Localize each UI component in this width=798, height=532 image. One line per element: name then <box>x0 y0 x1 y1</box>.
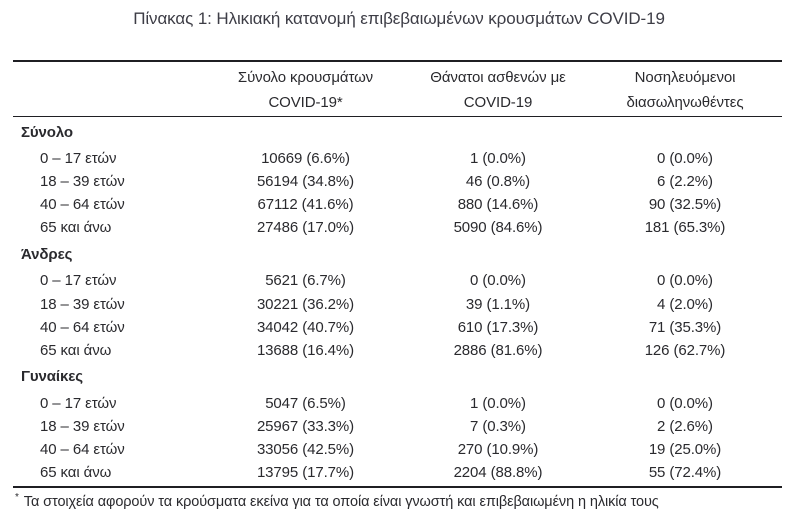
header-total-cases-line2: COVID-19* <box>268 94 343 111</box>
cases-cell: 10669 (6.6%) <box>261 150 350 168</box>
header-intubated-line2: διασωληνωθέντες <box>626 94 744 111</box>
header-deaths-line2: COVID-19 <box>463 94 533 111</box>
table-row: 0 – 17 ετών 5047 (6.5%) 1 (0.0%) 0 (0.0%… <box>13 392 782 415</box>
intubated-cell: 4 (2.0%) <box>657 295 713 313</box>
table-row: 18 – 39 ετών 56194 (34.8%) 46 (0.8%) 6 (… <box>13 170 782 193</box>
table-row: 40 – 64 ετών 33056 (42.5%) 270 (10.9%) 1… <box>13 438 782 461</box>
deaths-cell: 5090 (84.6%) <box>453 219 543 237</box>
deaths-cell: 2886 (81.6%) <box>453 341 543 359</box>
age-label: 18 – 39 ετών <box>40 295 125 313</box>
age-label: 40 – 64 ετών <box>40 440 125 458</box>
cases-cell: 33056 (42.5%) <box>256 440 355 458</box>
cases-cell: 25967 (33.3%) <box>256 417 355 435</box>
cases-cell: 67112 (41.6%) <box>257 196 354 214</box>
header-deaths-line1: Θάνατοι ασθενών με <box>430 69 566 86</box>
table-footnote: * Τα στοιχεία αφορούν τα κρούσματα εκείνα… <box>15 492 790 510</box>
section-header-men: Άνδρες <box>13 239 782 269</box>
deaths-cell: 880 (14.6%) <box>457 196 539 214</box>
section-label: Γυναίκες <box>21 368 83 386</box>
age-label: 65 και άνω <box>40 219 112 237</box>
section-label: Σύνολο <box>21 123 73 141</box>
intubated-cell: 90 (32.5%) <box>648 196 722 214</box>
age-label: 40 – 64 ετών <box>40 196 125 214</box>
table-row: 65 και άνω 13795 (17.7%) 2204 (88.8%) 55… <box>13 461 782 484</box>
cases-cell: 30221 (36.2%) <box>256 295 355 313</box>
intubated-cell: 71 (35.3%) <box>648 318 722 336</box>
header-total-cases: Σύνολο κρουσμάτων COVID-19* <box>203 65 408 116</box>
deaths-cell: 46 (0.8%) <box>465 173 531 191</box>
table-row: 65 και άνω 13688 (16.4%) 2886 (81.6%) 12… <box>13 339 782 362</box>
page-title: Πίνακας 1: Ηλικιακή κατανομή επιβεβαιωμέ… <box>133 9 665 28</box>
age-label: 40 – 64 ετών <box>40 318 125 336</box>
intubated-cell: 181 (65.3%) <box>644 219 726 237</box>
age-label: 0 – 17 ετών <box>40 394 117 412</box>
table-row: 18 – 39 ετών 30221 (36.2%) 39 (1.1%) 4 (… <box>13 292 782 315</box>
footnote-asterisk: * <box>15 492 19 503</box>
intubated-cell: 55 (72.4%) <box>648 464 722 482</box>
table-row: 0 – 17 ετών 10669 (6.6%) 1 (0.0%) 0 (0.0… <box>13 147 782 170</box>
intubated-cell: 2 (2.6%) <box>657 417 713 435</box>
deaths-cell: 7 (0.3%) <box>470 417 526 435</box>
cases-cell: 34042 (40.7%) <box>256 318 355 336</box>
table-row: 0 – 17 ετών 5621 (6.7%) 0 (0.0%) 0 (0.0%… <box>13 269 782 292</box>
cases-cell: 56194 (34.8%) <box>256 173 355 191</box>
age-label: 18 – 39 ετών <box>40 173 125 191</box>
table-header-row: Σύνολο κρουσμάτων COVID-19* Θάνατοι ασθε… <box>13 62 782 117</box>
header-intubated-line1: Νοσηλευόμενοι <box>634 69 736 86</box>
age-label: 65 και άνω <box>40 341 112 359</box>
deaths-cell: 39 (1.1%) <box>465 295 531 313</box>
cases-cell: 5621 (6.7%) <box>265 272 346 290</box>
header-deaths: Θάνατοι ασθενών με COVID-19 <box>408 65 588 116</box>
covid-age-distribution-table: Σύνολο κρουσμάτων COVID-19* Θάνατοι ασθε… <box>13 60 782 488</box>
section-header-total: Σύνολο <box>13 117 782 147</box>
intubated-cell: 0 (0.0%) <box>657 150 713 168</box>
footnote-text: Τα στοιχεία αφορούν τα κρούσματα εκείνα … <box>23 493 659 510</box>
age-label: 0 – 17 ετών <box>40 272 117 290</box>
deaths-cell: 0 (0.0%) <box>470 272 526 290</box>
intubated-cell: 126 (62.7%) <box>644 341 726 359</box>
header-intubated: Νοσηλευόμενοι διασωληνωθέντες <box>588 65 782 116</box>
table-row: 40 – 64 ετών 67112 (41.6%) 880 (14.6%) 9… <box>13 193 782 216</box>
age-label: 0 – 17 ετών <box>40 150 117 168</box>
intubated-cell: 19 (25.0%) <box>648 440 722 458</box>
header-empty-cell <box>13 65 203 116</box>
deaths-cell: 1 (0.0%) <box>470 150 526 168</box>
age-label: 65 και άνω <box>40 464 112 482</box>
cases-cell: 13795 (17.7%) <box>256 464 355 482</box>
deaths-cell: 1 (0.0%) <box>470 394 526 412</box>
table-row: 40 – 64 ετών 34042 (40.7%) 610 (17.3%) 7… <box>13 316 782 339</box>
intubated-cell: 6 (2.2%) <box>657 173 713 191</box>
table-row: 65 και άνω 27486 (17.0%) 5090 (84.6%) 18… <box>13 216 782 239</box>
deaths-cell: 610 (17.3%) <box>457 318 539 336</box>
table-row: 18 – 39 ετών 25967 (33.3%) 7 (0.3%) 2 (2… <box>13 415 782 438</box>
deaths-cell: 270 (10.9%) <box>457 440 539 458</box>
deaths-cell: 2204 (88.8%) <box>453 464 543 482</box>
cases-cell: 27486 (17.0%) <box>256 219 355 237</box>
age-label: 18 – 39 ετών <box>40 417 125 435</box>
section-label: Άνδρες <box>21 245 73 263</box>
cases-cell: 5047 (6.5%) <box>265 394 346 412</box>
intubated-cell: 0 (0.0%) <box>657 394 713 412</box>
intubated-cell: 0 (0.0%) <box>657 272 713 290</box>
header-total-cases-line1: Σύνολο κρουσμάτων <box>237 69 374 86</box>
section-header-women: Γυναίκες <box>13 362 782 392</box>
cases-cell: 13688 (16.4%) <box>256 341 355 359</box>
